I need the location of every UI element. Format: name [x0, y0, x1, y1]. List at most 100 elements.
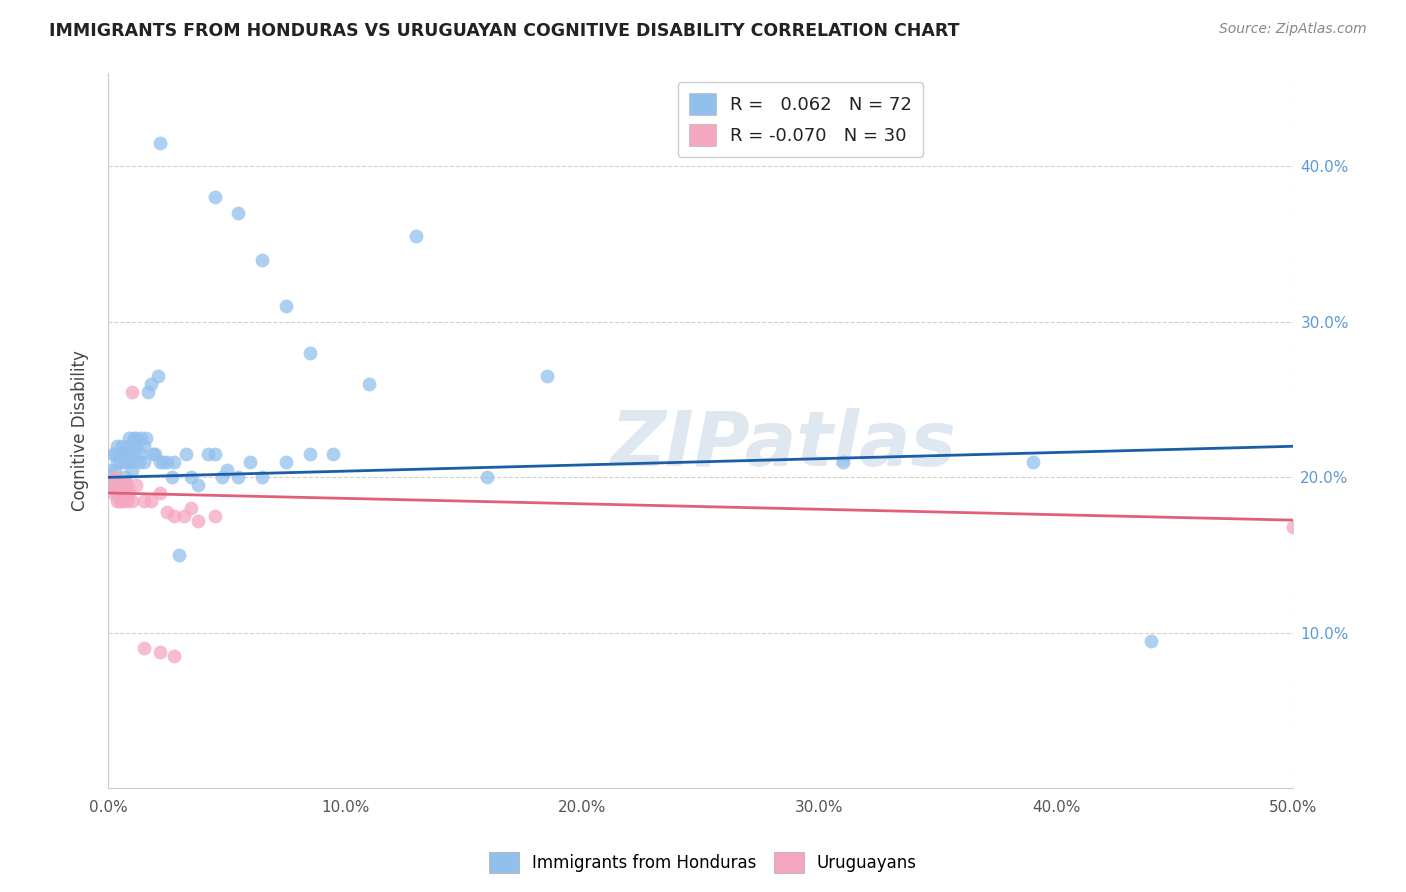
Point	[108, 447, 131, 461]
Point	[108, 478, 131, 492]
Point	[115, 455, 138, 469]
Point	[114, 470, 136, 484]
Point	[136, 384, 159, 399]
Point	[1021, 455, 1043, 469]
Point	[101, 478, 124, 492]
Point	[274, 455, 297, 469]
Point	[114, 478, 136, 492]
Point	[156, 455, 179, 469]
Point	[107, 486, 129, 500]
Point	[125, 478, 148, 492]
Point	[104, 470, 127, 484]
Point	[146, 369, 169, 384]
Point	[107, 439, 129, 453]
Text: ZIPatlas: ZIPatlas	[610, 408, 956, 482]
Point	[322, 447, 344, 461]
Point	[149, 644, 172, 658]
Point	[122, 447, 145, 461]
Point	[156, 505, 179, 519]
Point	[477, 470, 499, 484]
Point	[298, 346, 321, 360]
Point	[204, 447, 226, 461]
Point	[118, 447, 141, 461]
Point	[167, 548, 190, 562]
Point	[228, 206, 250, 220]
Text: Source: ZipAtlas.com: Source: ZipAtlas.com	[1219, 22, 1367, 37]
Point	[128, 455, 150, 469]
Point	[98, 462, 121, 476]
Point	[129, 432, 152, 446]
Point	[139, 493, 162, 508]
Point	[536, 369, 558, 384]
Point	[115, 447, 138, 461]
Legend: Immigrants from Honduras, Uruguayans: Immigrants from Honduras, Uruguayans	[482, 846, 924, 880]
Point	[118, 486, 141, 500]
Point	[135, 432, 157, 446]
Point	[108, 478, 131, 492]
Point	[121, 462, 143, 476]
Point	[145, 447, 167, 461]
Point	[163, 509, 186, 524]
Point	[139, 377, 162, 392]
Point	[115, 478, 138, 492]
Point	[405, 229, 427, 244]
Point	[111, 493, 134, 508]
Point	[129, 447, 152, 461]
Point	[250, 470, 273, 484]
Point	[114, 486, 136, 500]
Point	[204, 509, 226, 524]
Point	[357, 377, 380, 392]
Point	[125, 432, 148, 446]
Point	[239, 455, 262, 469]
Point	[108, 455, 131, 469]
Point	[125, 439, 148, 453]
Point	[204, 190, 226, 204]
Point	[298, 447, 321, 461]
Point	[197, 447, 219, 461]
Point	[98, 478, 121, 492]
Point	[121, 455, 143, 469]
Point	[132, 439, 155, 453]
Point	[149, 136, 172, 150]
Point	[142, 447, 165, 461]
Point	[174, 447, 197, 461]
Point	[149, 486, 172, 500]
Point	[101, 447, 124, 461]
Point	[132, 641, 155, 656]
Point	[118, 432, 141, 446]
Point	[250, 252, 273, 267]
Point	[111, 439, 134, 453]
Point	[163, 649, 186, 664]
Text: IMMIGRANTS FROM HONDURAS VS URUGUAYAN COGNITIVE DISABILITY CORRELATION CHART: IMMIGRANTS FROM HONDURAS VS URUGUAYAN CO…	[49, 22, 960, 40]
Point	[121, 493, 143, 508]
Point	[121, 442, 143, 457]
Point	[107, 493, 129, 508]
Point	[122, 432, 145, 446]
Point	[114, 455, 136, 469]
Point	[107, 455, 129, 469]
Point	[101, 486, 124, 500]
Point	[114, 447, 136, 461]
Y-axis label: Cognitive Disability: Cognitive Disability	[72, 351, 89, 511]
Point	[111, 478, 134, 492]
Point	[132, 455, 155, 469]
Point	[121, 384, 143, 399]
Point	[228, 470, 250, 484]
Point	[104, 447, 127, 461]
Point	[115, 439, 138, 453]
Point	[832, 455, 855, 469]
Point	[173, 509, 195, 524]
Point	[149, 455, 172, 469]
Point	[111, 447, 134, 461]
Point	[152, 455, 174, 469]
Point	[187, 514, 209, 528]
Point	[211, 470, 233, 484]
Legend: R =   0.062   N = 72, R = -0.070   N = 30: R = 0.062 N = 72, R = -0.070 N = 30	[678, 82, 922, 157]
Point	[132, 493, 155, 508]
Point	[187, 478, 209, 492]
Point	[180, 470, 202, 484]
Point	[1282, 520, 1305, 534]
Point	[215, 462, 238, 476]
Point	[108, 493, 131, 508]
Point	[160, 470, 183, 484]
